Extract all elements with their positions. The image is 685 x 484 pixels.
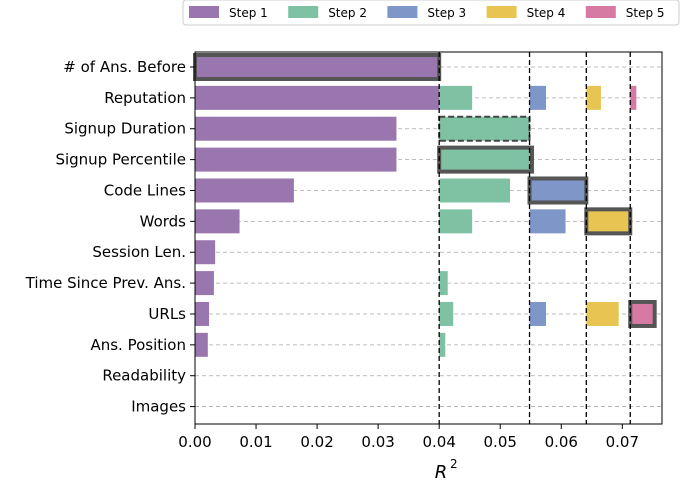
bar-step-4-urls [586,301,619,326]
y-tick-label-signup-percentile: Signup Percentile [55,151,186,169]
bar-step-1-time-since-prev-ans [195,271,214,296]
bar-step-1-code-lines [195,178,294,203]
bar-step-5-reputation [630,85,637,110]
legend-swatch-step-1 [189,6,219,18]
y-tick-label-signup-duration: Signup Duration [64,120,186,138]
bar-step-2-code-lines [439,178,510,203]
bar-step-1-ans-position [195,332,208,357]
x-tick-label-0.06: 0.06 [545,433,578,451]
plot-frame [194,51,663,425]
y-tick-label-time-since-prev-ans: Time Since Prev. Ans. [25,274,186,292]
bar-step-2-urls [439,301,454,326]
bar-step-1-reputation [195,85,440,110]
y-tick-label-words: Words [140,212,187,230]
legend-label-step-4: Step 4 [527,6,566,20]
bar-step-1-signup-percentile [195,147,397,172]
legend-swatch-step-5 [585,6,616,18]
x-tick-label-0.04: 0.04 [422,433,455,451]
y-tick-label-code-lines: Code Lines [104,181,186,199]
bar-step-1-session-len [195,240,216,265]
bar-step-2-signup-percentile [437,145,534,174]
axes-layer: # of Ans. Before Reputation Signup Duratio… [25,51,663,483]
legend-swatch-step-4 [486,6,517,18]
legend-swatch-step-2 [288,6,319,18]
bar-step-4-words [584,207,633,236]
legend-swatch-step-3 [387,6,418,18]
bar-step-3-urls [529,301,547,326]
y-tick-label-reputation: Reputation [104,89,186,107]
bar-step-3-code-lines [527,176,589,205]
bar-step-1-of-ans-before [193,53,442,81]
step-cutoff-lines [438,52,631,424]
bar-step-2-time-since-prev-ans [439,271,448,296]
bar-step-1-words [195,209,240,234]
legend-label-step-2: Step 2 [328,6,367,20]
bar-step-5-urls [628,299,657,328]
legend-label-step-5: Step 5 [626,6,665,20]
x-tick-label-0.01: 0.01 [239,433,272,451]
x-tick-label-0.07: 0.07 [606,433,639,451]
x-tick-label-0.00: 0.00 [178,433,211,451]
legend: Step 1 Step 2 Step 3 Step 4 Step 5 [182,0,680,26]
legend-label-step-3: Step 3 [427,6,466,20]
bar-step-2-reputation [439,85,473,110]
bar-step-3-reputation [529,85,547,110]
bar-step-1-signup-duration [195,116,397,141]
y-tick-label-readability: Readability [102,367,186,385]
y-tick-label-of-ans-before: # of Ans. Before [63,58,186,76]
y-tick-label-images: Images [131,398,186,416]
bar-step-1-urls [195,301,210,326]
bar-step-3-words [529,209,566,234]
x-axis-label: R [435,462,448,483]
x-tick-label-0.03: 0.03 [361,433,394,451]
y-tick-label-session-len: Session Len. [92,243,186,261]
bar-step-4-reputation [586,85,601,110]
x-axis-label-superscript: 2 [450,457,458,471]
y-tick-label-ans-position: Ans. Position [90,336,186,354]
bar-step-2-words [439,209,473,234]
y-tick-label-urls: URLs [148,305,186,323]
x-tick-label-0.02: 0.02 [300,433,333,451]
bar-step-2-ans-position [439,332,446,357]
bar-step-2-signup-duration [438,115,531,142]
legend-label-step-1: Step 1 [229,6,268,20]
x-tick-label-0.05: 0.05 [484,433,517,451]
